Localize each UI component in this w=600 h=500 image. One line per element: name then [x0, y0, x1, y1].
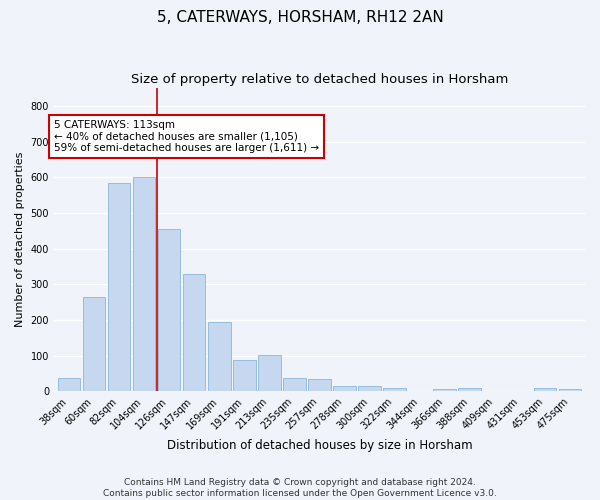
Bar: [158, 229, 181, 392]
Bar: [308, 379, 331, 392]
Text: 5 CATERWAYS: 113sqm
← 40% of detached houses are smaller (1,105)
59% of semi-det: 5 CATERWAYS: 113sqm ← 40% of detached ho…: [54, 120, 319, 153]
Bar: [58, 378, 80, 392]
Bar: [258, 355, 281, 392]
Bar: [433, 389, 456, 392]
Y-axis label: Number of detached properties: Number of detached properties: [15, 152, 25, 328]
Bar: [283, 378, 305, 392]
Bar: [83, 297, 105, 392]
Bar: [533, 388, 556, 392]
Bar: [208, 322, 230, 392]
Text: Contains HM Land Registry data © Crown copyright and database right 2024.
Contai: Contains HM Land Registry data © Crown c…: [103, 478, 497, 498]
Bar: [358, 386, 381, 392]
Bar: [458, 388, 481, 392]
Bar: [559, 389, 581, 392]
Text: 5, CATERWAYS, HORSHAM, RH12 2AN: 5, CATERWAYS, HORSHAM, RH12 2AN: [157, 10, 443, 25]
Bar: [233, 360, 256, 392]
X-axis label: Distribution of detached houses by size in Horsham: Distribution of detached houses by size …: [167, 440, 472, 452]
Bar: [183, 274, 205, 392]
Bar: [133, 176, 155, 392]
Title: Size of property relative to detached houses in Horsham: Size of property relative to detached ho…: [131, 72, 508, 86]
Bar: [383, 388, 406, 392]
Bar: [108, 182, 130, 392]
Bar: [333, 386, 356, 392]
